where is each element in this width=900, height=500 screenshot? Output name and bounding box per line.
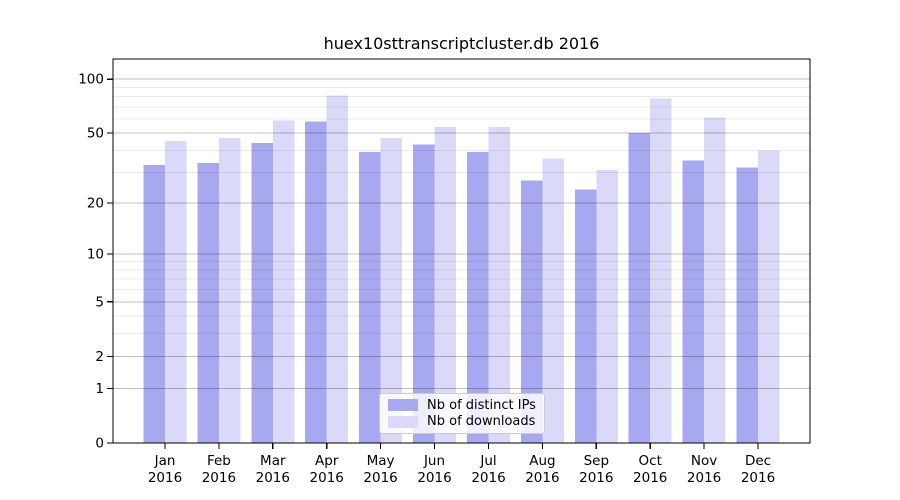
x-tick-label-jun: Jun 2016 <box>417 453 451 486</box>
legend-label-distinct-ips: Nb of distinct IPs <box>427 397 536 413</box>
bar-oct-series1 <box>650 98 672 443</box>
plot-border <box>112 58 811 444</box>
y-tick-label-0: 0 <box>95 436 104 452</box>
bar-jan-series0 <box>143 165 165 443</box>
bar-mar-series1 <box>272 120 295 444</box>
bar-nov-series0 <box>682 160 705 443</box>
x-tick-label-aug: Aug 2016 <box>525 453 559 486</box>
x-tick-label-jul: Jul 2016 <box>471 453 505 486</box>
bar-apr-series1 <box>326 95 349 443</box>
bar-feb-series0 <box>197 162 219 444</box>
downloads-swatch-icon <box>388 415 418 428</box>
bar-jun-series1 <box>434 127 456 443</box>
bar-sep-series1 <box>596 169 618 444</box>
bar-mar-series0 <box>251 142 273 443</box>
distinct-ips-swatch-icon <box>388 399 418 412</box>
y-tick-label-20: 20 <box>87 196 104 212</box>
x-tick-label-nov: Nov 2016 <box>687 453 721 486</box>
bar-apr-series0 <box>305 121 327 443</box>
bar-dec-series1 <box>758 150 780 444</box>
bar-jul-series0 <box>467 152 489 443</box>
legend-label-downloads: Nb of downloads <box>427 414 536 430</box>
y-tick-label-10: 10 <box>87 247 104 263</box>
bar-aug-series1 <box>542 158 564 443</box>
legend-item-distinct-ips: Nb of distinct IPs <box>388 398 536 413</box>
legend: Nb of distinct IPs Nb of downloads <box>379 393 545 434</box>
x-tick-label-dec: Dec 2016 <box>741 453 775 486</box>
bar-oct-series0 <box>628 133 651 443</box>
bar-dec-series0 <box>736 167 758 443</box>
bar-feb-series1 <box>218 137 241 443</box>
bar-aug-series0 <box>520 180 543 444</box>
y-tick-label-100: 100 <box>78 72 104 88</box>
y-tick-label-1: 1 <box>95 381 104 397</box>
bar-may-series1 <box>380 137 403 443</box>
bar-may-series0 <box>359 152 381 443</box>
chart-title: huex10sttranscriptcluster.db 2016 <box>323 34 600 53</box>
bar-jan-series1 <box>165 141 187 443</box>
x-tick-label-sep: Sep 2016 <box>579 453 613 486</box>
x-tick-label-oct: Oct 2016 <box>633 453 667 486</box>
x-tick-label-mar: Mar 2016 <box>256 453 290 486</box>
legend-item-downloads: Nb of downloads <box>388 414 536 429</box>
x-tick-label-may: May 2016 <box>363 453 397 486</box>
x-tick-label-jan: Jan 2016 <box>148 453 182 486</box>
bar-sep-series0 <box>574 189 597 443</box>
bar-nov-series1 <box>704 117 726 443</box>
x-tick-label-feb: Feb 2016 <box>202 453 236 486</box>
y-tick-label-50: 50 <box>87 126 104 142</box>
y-tick-label-5: 5 <box>95 294 104 310</box>
y-tick-label-2: 2 <box>95 349 104 365</box>
bar-jun-series0 <box>413 144 435 443</box>
bar-jul-series1 <box>488 127 510 443</box>
x-tick-label-apr: Apr 2016 <box>310 453 344 486</box>
